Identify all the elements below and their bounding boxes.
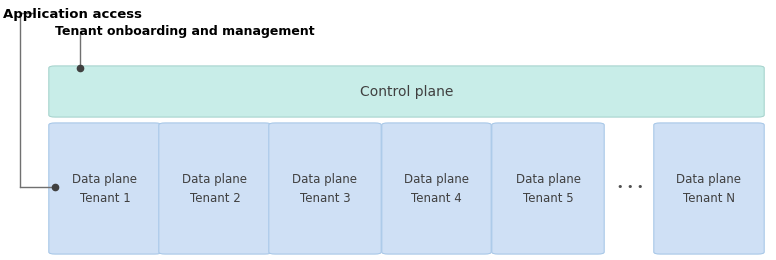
FancyBboxPatch shape (159, 123, 271, 254)
FancyBboxPatch shape (49, 66, 764, 117)
FancyBboxPatch shape (382, 123, 491, 254)
Text: Data plane
Tenant N: Data plane Tenant N (677, 172, 742, 205)
Text: Data plane
Tenant 4: Data plane Tenant 4 (404, 172, 469, 205)
FancyBboxPatch shape (268, 123, 381, 254)
FancyBboxPatch shape (654, 123, 764, 254)
Text: Data plane
Tenant 2: Data plane Tenant 2 (182, 172, 248, 205)
Text: Control plane: Control plane (360, 84, 453, 99)
FancyBboxPatch shape (49, 123, 161, 254)
Text: Application access: Application access (3, 8, 142, 21)
Text: Data plane
Tenant 5: Data plane Tenant 5 (515, 172, 580, 205)
Text: Tenant onboarding and management: Tenant onboarding and management (55, 25, 314, 38)
Text: Data plane
Tenant 1: Data plane Tenant 1 (72, 172, 137, 205)
Text: Data plane
Tenant 3: Data plane Tenant 3 (293, 172, 358, 205)
Text: • • •: • • • (617, 182, 643, 192)
FancyBboxPatch shape (492, 123, 605, 254)
